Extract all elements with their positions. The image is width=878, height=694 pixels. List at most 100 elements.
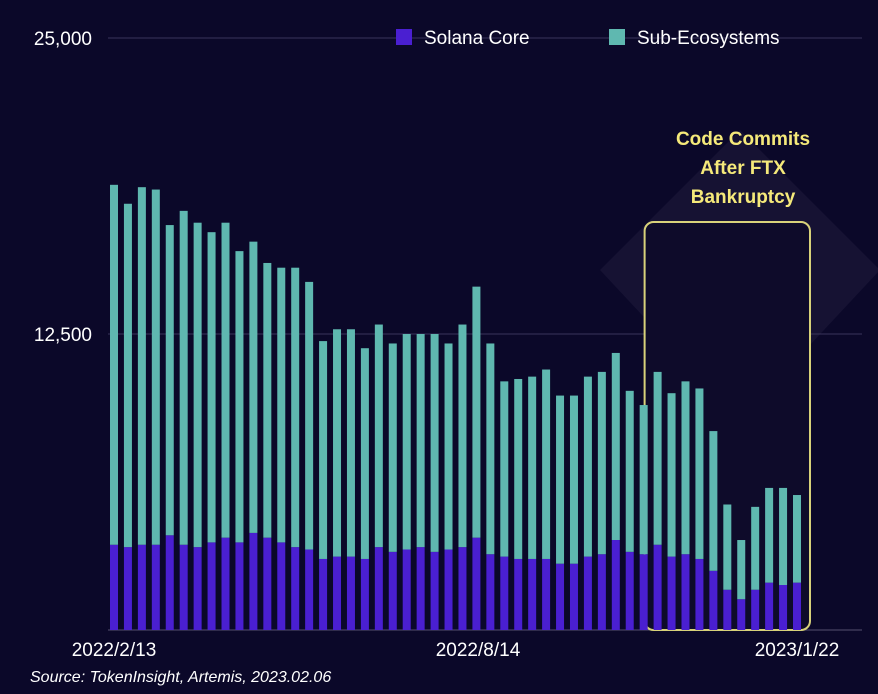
bar-solana-core <box>514 558 523 630</box>
bar-solana-core <box>151 544 160 630</box>
bar-sub-ecosystems <box>137 187 146 545</box>
bar-sub-ecosystems <box>207 232 216 543</box>
bar-solana-core <box>291 547 300 630</box>
bar-sub-ecosystems <box>402 334 411 550</box>
bar-solana-core <box>639 554 648 630</box>
bar-solana-core <box>779 585 788 630</box>
bar-solana-core <box>402 549 411 630</box>
x-tick-label: 2022/2/13 <box>72 640 157 661</box>
bar-solana-core <box>235 542 244 630</box>
bar-solana-core <box>374 547 383 630</box>
bar-sub-ecosystems <box>249 241 258 533</box>
bar-solana-core <box>653 544 662 630</box>
bar-sub-ecosystems <box>709 431 718 571</box>
bar-solana-core <box>207 542 216 630</box>
bar-solana-core <box>667 556 676 630</box>
bar-solana-core <box>709 570 718 630</box>
bar-solana-core <box>346 556 355 630</box>
bar-sub-ecosystems <box>444 343 453 550</box>
bar-solana-core <box>333 556 342 630</box>
bar-solana-core <box>472 537 481 630</box>
y-axis-ticks: 25,000 12,500 <box>34 29 92 346</box>
bar-sub-ecosystems <box>779 487 788 586</box>
bar-sub-ecosystems <box>110 184 118 545</box>
bar-sub-ecosystems <box>221 222 230 538</box>
bar-sub-ecosystems <box>388 343 397 552</box>
bar-solana-core <box>583 556 592 630</box>
bar-solana-core <box>681 554 690 630</box>
bar-solana-core <box>277 542 286 630</box>
bar-sub-ecosystems <box>542 369 551 559</box>
bar-solana-core <box>458 547 467 630</box>
legend-label-sub-ecosystems: Sub-Ecosystems <box>637 28 780 49</box>
bar-sub-ecosystems <box>416 334 425 548</box>
bar-solana-core <box>723 589 732 630</box>
x-axis-ticks: 2022/2/13 2022/8/14 2023/1/22 <box>72 640 840 661</box>
bar-sub-ecosystems <box>597 371 606 555</box>
bar-sub-ecosystems <box>151 189 160 545</box>
bar-sub-ecosystems <box>165 225 174 536</box>
bars <box>110 184 801 630</box>
bar-solana-core <box>556 563 565 630</box>
bar-sub-ecosystems <box>291 267 300 548</box>
bar-sub-ecosystems <box>193 222 202 548</box>
highlight-label: Code Commits After FTX Bankruptcy <box>676 129 810 208</box>
bar-solana-core <box>305 549 314 630</box>
x-tick-label: 2022/8/14 <box>436 640 521 661</box>
bar-sub-ecosystems <box>472 286 481 538</box>
bar-sub-ecosystems <box>625 390 634 552</box>
bar-solana-core <box>528 558 537 630</box>
bar-sub-ecosystems <box>653 371 662 545</box>
bar-sub-ecosystems <box>319 341 328 559</box>
y-tick-label: 25,000 <box>34 29 92 50</box>
bar-solana-core <box>751 589 760 630</box>
bar-solana-core <box>110 544 118 630</box>
bar-solana-core <box>625 551 634 630</box>
bar-sub-ecosystems <box>695 388 704 559</box>
bar-solana-core <box>430 551 439 630</box>
bar-sub-ecosystems <box>583 376 592 557</box>
bar-sub-ecosystems <box>737 540 746 600</box>
bar-sub-ecosystems <box>305 281 314 550</box>
x-tick-label: 2023/1/22 <box>755 640 840 661</box>
bar-sub-ecosystems <box>751 506 760 590</box>
bar-sub-ecosystems <box>528 376 537 559</box>
bar-sub-ecosystems <box>263 262 272 538</box>
bar-sub-ecosystems <box>639 405 648 555</box>
bar-solana-core <box>360 558 369 630</box>
bar-sub-ecosystems <box>123 203 132 548</box>
bar-sub-ecosystems <box>346 329 355 557</box>
bar-solana-core <box>179 544 188 630</box>
bar-solana-core <box>737 599 746 630</box>
bar-solana-core <box>221 537 230 630</box>
bar-solana-core <box>444 549 453 630</box>
source-note: Source: TokenInsight, Artemis, 2023.02.0… <box>30 669 331 686</box>
bar-solana-core <box>263 537 272 630</box>
bar-solana-core <box>388 551 397 630</box>
highlight-label-line: Code Commits <box>676 129 810 150</box>
bar-solana-core <box>193 547 202 630</box>
bar-solana-core <box>597 554 606 630</box>
bar-sub-ecosystems <box>333 329 342 557</box>
bar-sub-ecosystems <box>569 395 578 564</box>
bar-solana-core <box>500 556 509 630</box>
bar-solana-core <box>137 544 146 630</box>
bar-sub-ecosystems <box>611 352 620 541</box>
bar-sub-ecosystems <box>500 381 509 557</box>
bar-sub-ecosystems <box>179 210 188 545</box>
bar-sub-ecosystems <box>556 395 565 564</box>
bar-sub-ecosystems <box>765 487 774 583</box>
bar-solana-core <box>765 582 774 630</box>
bar-solana-core <box>416 547 425 630</box>
bar-sub-ecosystems <box>667 393 676 557</box>
bar-solana-core <box>695 558 704 630</box>
bar-sub-ecosystems <box>235 251 244 543</box>
bar-sub-ecosystems <box>360 348 369 559</box>
legend-swatch-solana-core <box>396 29 412 45</box>
legend: Solana Core Sub-Ecosystems <box>396 28 780 49</box>
bar-solana-core <box>249 532 258 630</box>
bar-solana-core <box>486 554 495 630</box>
bar-sub-ecosystems <box>430 334 439 552</box>
legend-swatch-sub-ecosystems <box>609 29 625 45</box>
